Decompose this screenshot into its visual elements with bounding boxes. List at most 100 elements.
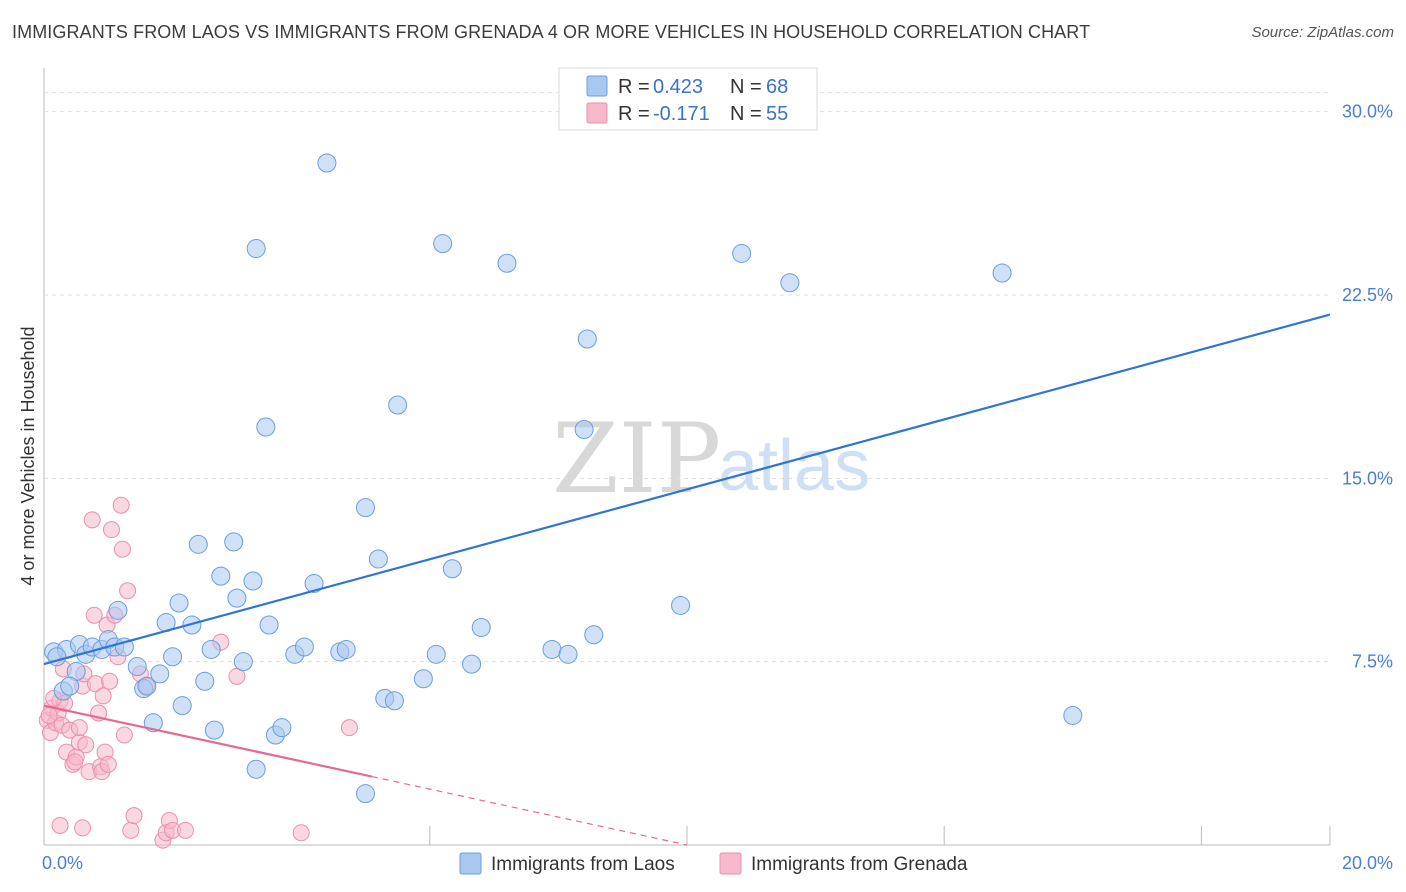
laos-point-14 xyxy=(150,664,170,684)
grenada-point-50 xyxy=(74,819,92,837)
laos-point-31 xyxy=(259,615,279,635)
laos-point-62 xyxy=(356,784,375,804)
bottom-legend-swatch-grenada xyxy=(719,852,742,875)
laos-point-55 xyxy=(577,329,597,349)
laos-point-39 xyxy=(336,639,356,659)
laos-point-47 xyxy=(433,234,453,254)
laos-point-27 xyxy=(233,652,253,672)
bottom-legend-label-grenada: Immigrants from Grenada xyxy=(751,854,968,875)
gridlines xyxy=(44,92,1330,663)
legend-grenada-r-label: R = xyxy=(618,103,650,125)
laos-point-35 xyxy=(294,637,314,657)
laos-point-50 xyxy=(471,617,491,637)
laos-point-52 xyxy=(542,639,562,659)
laos-point-49 xyxy=(462,654,482,674)
x-ticks xyxy=(429,826,1331,845)
laos-point-33 xyxy=(272,718,292,738)
laos-points xyxy=(44,153,1083,804)
y-tick-label-15: 15.0% xyxy=(1342,468,1393,488)
grenada-point-48 xyxy=(340,719,358,737)
laos-point-46 xyxy=(426,644,446,664)
legend-laos-r-label: R = xyxy=(618,76,650,98)
laos-point-51 xyxy=(497,253,517,273)
grenada-trend-line-extrapolated xyxy=(371,775,688,846)
grenada-point-27 xyxy=(99,755,117,773)
laos-point-58 xyxy=(732,243,752,263)
grenada-point-28 xyxy=(101,672,119,690)
grenada-point-29 xyxy=(103,521,121,539)
bottom-legend-label-laos: Immigrants from Laos xyxy=(491,854,675,875)
bottom-legend-swatch-laos xyxy=(459,852,482,875)
grenada-point-32 xyxy=(112,496,130,514)
grenada-point-16 xyxy=(77,736,95,754)
laos-point-29 xyxy=(246,239,266,259)
laos-point-54 xyxy=(574,419,594,439)
chart-title: IMMIGRANTS FROM LAOS VS IMMIGRANTS FROM … xyxy=(12,22,1091,42)
laos-point-20 xyxy=(188,534,208,554)
laos-point-25 xyxy=(224,532,244,552)
laos-point-16 xyxy=(163,647,183,667)
legend-laos-n-label: N = xyxy=(730,76,762,98)
laos-point-37 xyxy=(317,153,337,173)
grenada-point-34 xyxy=(115,726,133,744)
grenada-point-37 xyxy=(125,807,143,825)
laos-point-63 xyxy=(246,759,266,779)
laos-point-17 xyxy=(169,593,189,613)
grenada-point-35 xyxy=(119,582,137,600)
grenada-point-44 xyxy=(176,821,194,839)
laos-point-44 xyxy=(388,395,408,415)
watermark-zip: ZIP xyxy=(552,403,721,515)
y-tick-label-7-5: 7.5% xyxy=(1352,652,1393,672)
grenada-point-52 xyxy=(70,719,88,737)
laos-point-23 xyxy=(204,720,224,740)
legend-grenada-n-label: N = xyxy=(730,103,762,125)
grenada-point-36 xyxy=(122,821,140,839)
laos-point-57 xyxy=(671,595,691,615)
laos-point-45 xyxy=(413,669,433,689)
grenada-trend-line xyxy=(43,704,373,778)
legend-grenada-r-value: -0.171 xyxy=(653,103,710,125)
laos-point-67 xyxy=(60,676,80,696)
grenada-point-54 xyxy=(40,706,58,724)
laos-point-53 xyxy=(558,644,578,664)
trend-lines xyxy=(43,313,1331,846)
legend-grenada-n-value: 55 xyxy=(766,103,788,125)
laos-point-9 xyxy=(108,600,128,620)
legend-swatch-grenada xyxy=(586,102,608,124)
grenada-points xyxy=(38,496,358,849)
laos-point-40 xyxy=(356,498,375,518)
x-tick-label-0: 0.0% xyxy=(42,853,83,873)
legend-laos-r-value: 0.423 xyxy=(653,76,703,98)
legend-swatch-laos xyxy=(586,75,608,97)
laos-point-10 xyxy=(127,657,147,677)
laos-point-36 xyxy=(304,573,324,593)
laos-point-22 xyxy=(201,639,221,659)
laos-point-30 xyxy=(256,417,276,437)
laos-point-28 xyxy=(243,571,263,591)
grenada-point-24 xyxy=(94,687,112,705)
series-legend: Immigrants from Laos Immigrants from Gre… xyxy=(459,852,968,875)
grenada-point-18 xyxy=(83,511,101,529)
laos-point-24 xyxy=(211,566,231,586)
grenada-point-49 xyxy=(51,816,69,834)
grenada-point-33 xyxy=(113,540,131,558)
y-tick-label-30: 30.0% xyxy=(1342,102,1393,122)
laos-point-59 xyxy=(780,273,800,293)
laos-trend-line xyxy=(43,313,1331,666)
laos-point-60 xyxy=(992,263,1012,283)
laos-point-41 xyxy=(368,549,388,569)
x-tick-label-20: 20.0% xyxy=(1342,853,1393,873)
grenada-point-51 xyxy=(66,753,84,771)
y-tick-label-22-5: 22.5% xyxy=(1342,285,1393,305)
laos-point-48 xyxy=(442,559,462,579)
correlation-legend: R = 0.423 N = 68 R = -0.171 N = 55 xyxy=(558,67,818,131)
source-credit: Source: ZipAtlas.com xyxy=(1251,24,1394,41)
laos-point-43 xyxy=(384,691,404,711)
laos-point-12 xyxy=(137,676,157,696)
laos-point-21 xyxy=(195,671,215,691)
y-axis-title: 4 or more Vehicles in Household xyxy=(18,326,38,585)
watermark-atlas: atlas xyxy=(718,426,870,506)
laos-point-61 xyxy=(1063,705,1083,725)
grenada-point-19 xyxy=(85,606,103,624)
